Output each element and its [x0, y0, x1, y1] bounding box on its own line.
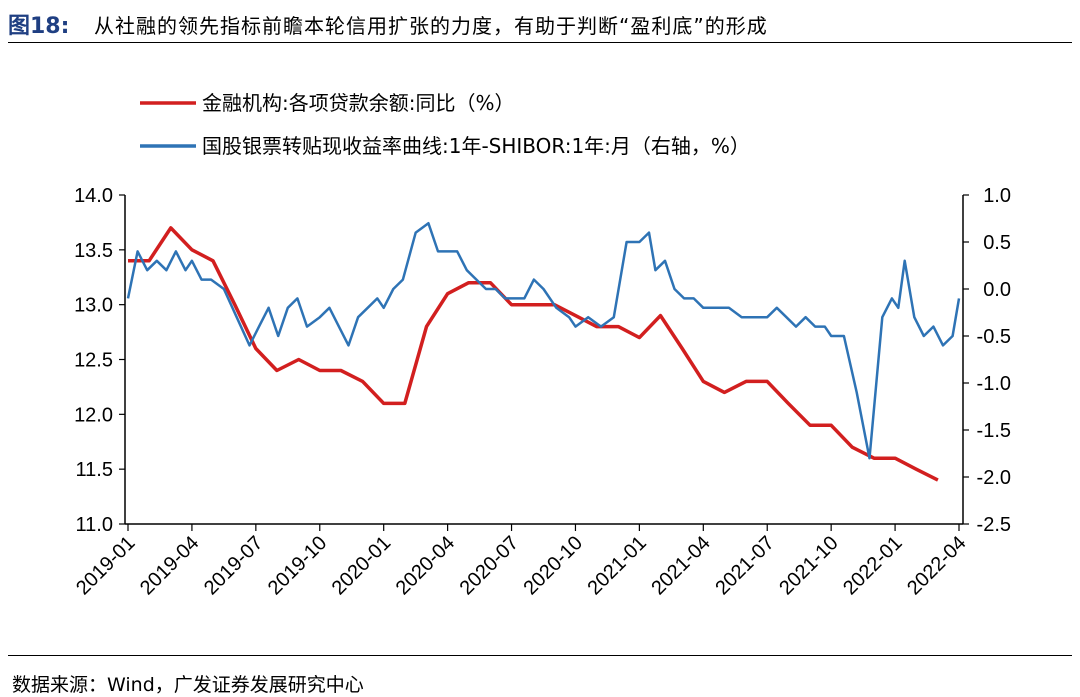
figure-title-bar: 图18: 从社融的领先指标前瞻本轮信用扩张的力度，有助于判断“盈利底”的形成 [8, 4, 1072, 43]
left-tick-label: 11.5 [76, 459, 113, 481]
right-tick-label: -0.5 [977, 326, 1011, 348]
x-tick-label: 2020-01 [328, 532, 395, 599]
x-tick-label: 2021-04 [647, 532, 714, 599]
right-tick-label: -1.0 [977, 373, 1011, 395]
x-tick-label: 2021-07 [711, 532, 778, 599]
x-tick-label: 2022-04 [903, 532, 970, 599]
x-tick-label: 2021-10 [775, 532, 842, 599]
x-tick-label: 2022-01 [839, 532, 906, 599]
legend-label-red: 金融机构:各项贷款余额:同比（%） [202, 91, 514, 115]
left-tick-label: 13.5 [74, 240, 113, 262]
left-tick-label: 14.0 [74, 185, 113, 207]
axes: 14.0 13.5 13.0 12.5 12.0 11.5 11.0 1.0 0.5 0.0 -0.… [72, 185, 1011, 599]
left-tick-label: 13.0 [74, 295, 113, 317]
x-tick-label: 2020-07 [456, 532, 523, 599]
figure-label: 图18: [8, 14, 70, 39]
x-tick-label: 2020-04 [392, 532, 459, 599]
right-tick-label: 0.0 [983, 279, 1011, 301]
series-line-discount-spread [126, 221, 961, 460]
right-tick-label: 1.0 [983, 185, 1011, 207]
series-line-loan-growth [128, 226, 939, 482]
right-tick-label: 0.5 [983, 232, 1011, 254]
x-tick-label: 2019-04 [136, 532, 203, 599]
right-tick-label: -2.5 [977, 514, 1011, 536]
left-tick-label: 12.5 [74, 350, 113, 372]
footer: 数据来源：Wind，广发证券发展研究中心 [8, 655, 1072, 696]
legend-label-blue: 国股银票转贴现收益率曲线:1年-SHIBOR:1年:月（右轴，%） [202, 134, 750, 158]
source-note: 数据来源：Wind，广发证券发展研究中心 [12, 674, 364, 696]
figure-title: 从社融的领先指标前瞻本轮信用扩张的力度，有助于判断“盈利底”的形成 [94, 14, 768, 38]
x-tick-label: 2019-10 [264, 532, 331, 599]
x-tick-label: 2019-07 [200, 532, 267, 599]
right-tick-label: -2.0 [977, 467, 1011, 489]
x-tick-label: 2019-01 [72, 532, 139, 599]
x-tick-label: 2020-10 [520, 532, 587, 599]
left-tick-label: 12.0 [74, 404, 113, 426]
left-tick-label: 11.0 [76, 514, 113, 536]
x-tick-label: 2021-01 [583, 532, 650, 599]
right-tick-label: -1.5 [977, 420, 1011, 442]
